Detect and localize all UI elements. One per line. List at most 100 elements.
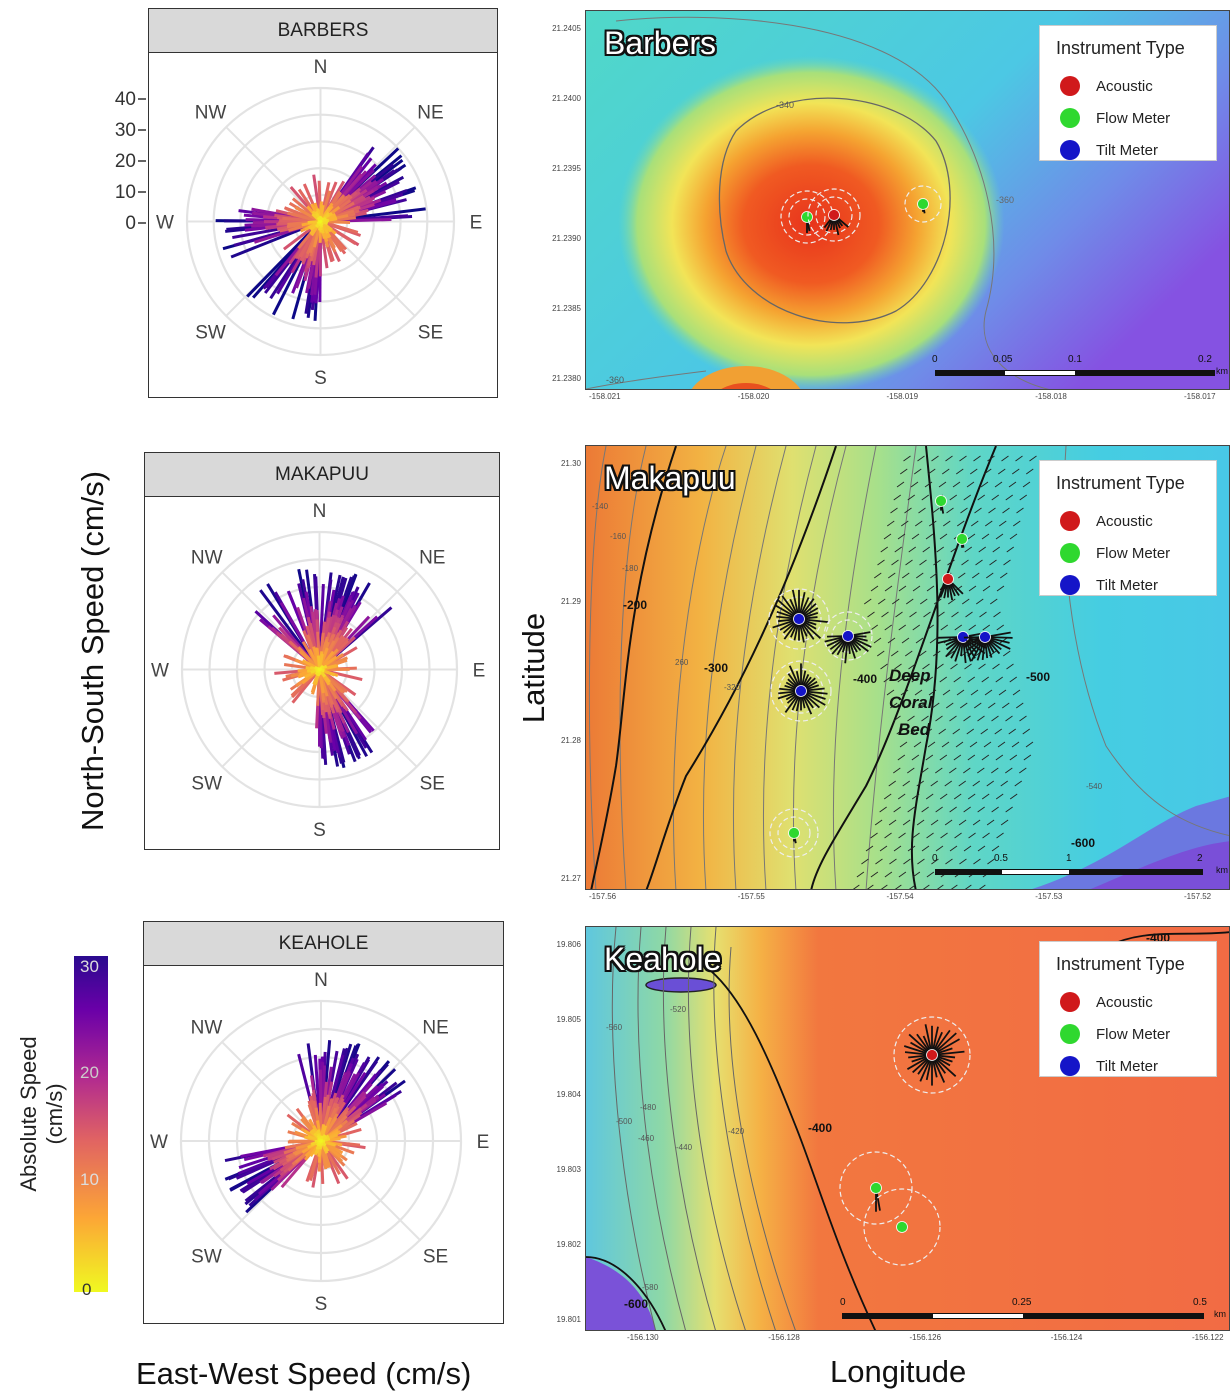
coral-bed-hatch: [925, 793, 934, 800]
scale-label: 0: [840, 1297, 846, 1308]
coral-bed-hatch: [917, 702, 926, 709]
rose-direction-label: NE: [419, 548, 445, 569]
colorbar-tick-0: 0: [82, 1280, 92, 1299]
coral-bed-hatch: [1009, 754, 1018, 761]
coral-bed-hatch: [998, 689, 1007, 696]
coral-bed-hatch: [922, 663, 930, 670]
coral-bed-hatch: [947, 559, 955, 566]
coral-bed-hatch: [957, 572, 966, 579]
legend-item-flow-meter: Flow Meter: [1060, 1024, 1170, 1044]
instrument-marker: [801, 211, 813, 223]
coral-bed-hatch: [946, 650, 955, 657]
coral-bed-hatch: [914, 689, 923, 696]
coral-bed-hatch: [925, 754, 934, 761]
coral-bed-hatch: [873, 637, 882, 644]
legend-title: Instrument Type: [1056, 954, 1185, 974]
coral-bed-hatch: [911, 754, 920, 761]
coral-bed-hatch: [861, 858, 869, 865]
coral-bed-hatch: [905, 559, 913, 566]
coral-bed-hatch: [994, 481, 1003, 488]
coral-bed-hatch: [903, 702, 912, 709]
coral-bed-hatch: [911, 676, 920, 683]
coral-bed-hatch: [1011, 741, 1020, 748]
coral-bed-hatch: [880, 663, 888, 670]
coral-bed-hatch: [1000, 819, 1009, 826]
coral-bed-hatch: [1009, 793, 1018, 800]
coral-bed-hatch: [1005, 806, 1013, 813]
coral-bed-hatch: [898, 585, 907, 592]
flow-meter-marker-icon: [1060, 108, 1080, 128]
legend-title: Instrument Type: [1056, 38, 1185, 58]
coral-bed-hatch: [952, 728, 961, 735]
coral-bed-hatch: [931, 858, 939, 865]
coral-bed-hatch: [970, 689, 979, 696]
coral-bed-hatch: [890, 507, 898, 514]
instrument-range-ring: [768, 588, 830, 650]
coral-bed-hatch: [898, 871, 907, 878]
rose-direction-label: SW: [191, 1247, 222, 1268]
coral-bed-hatch: [956, 520, 965, 527]
coral-bed-hatch: [967, 676, 976, 683]
coral-bed-hatch: [922, 546, 931, 553]
coral-bed-hatch: [902, 780, 911, 787]
coral-bed-hatch: [926, 871, 935, 878]
coral-bed-hatch: [900, 689, 909, 696]
contour-label: -300: [704, 661, 729, 675]
coral-bed-hatch: [927, 741, 936, 748]
tilt-meter-marker-icon: [1060, 575, 1080, 595]
coral-bed-hatch: [950, 663, 958, 670]
coral-bed-hatch: [928, 689, 937, 696]
coral-bed-hatch: [953, 793, 962, 800]
coral-bed-hatch: [977, 806, 985, 813]
coral-bed-hatch: [917, 858, 925, 865]
coral-bed-hatch: [977, 715, 985, 722]
coral-bed-hatch: [946, 507, 954, 514]
flow-meter-marker-icon: [1060, 1024, 1080, 1044]
coral-bed-hatch: [978, 663, 986, 670]
coral-bed-hatch: [897, 793, 906, 800]
coral-bed-hatch: [884, 624, 893, 631]
legend-item-tilt-meter: Tilt Meter: [1060, 1056, 1158, 1076]
coral-bed-hatch: [978, 884, 986, 889]
contour-label: -500: [1026, 670, 1051, 684]
instrument-marker: [935, 495, 947, 507]
coral-bed-hatch: [877, 598, 886, 605]
coral-bed-hatch: [924, 728, 933, 735]
instrument-range-ring: [893, 1016, 971, 1094]
coral-bed-hatch: [991, 494, 1000, 501]
coral-bed-hatch: [1029, 455, 1037, 462]
longitude-tick-label: -157.55: [737, 892, 765, 901]
coral-bed-hatch: [927, 468, 936, 475]
coral-bed-hatch: [880, 546, 889, 553]
map-makapuu: Makapuu -200 -300 -400 -500 -600 -140 -1…: [585, 445, 1230, 890]
coral-bed-hatch: [981, 793, 990, 800]
coral-bed-hatch: [884, 832, 892, 839]
coral-bed-hatch: [916, 819, 925, 826]
instrument-marker: [828, 209, 840, 221]
coral-bed-hatch: [938, 481, 947, 488]
coral-bed-hatch: [894, 663, 902, 670]
coral-bed-hatch: [950, 884, 958, 889]
map-title-makapuu: Makapuu: [604, 460, 736, 496]
coral-bed-hatch: [856, 871, 865, 878]
instrument-range-ring: [863, 1188, 941, 1266]
coral-bed-hatch: [939, 754, 948, 761]
coral-bed-hatch: [879, 806, 887, 813]
coral-bed-hatch: [936, 546, 945, 553]
coral-bed-hatch: [893, 494, 902, 501]
coral-bed-hatch: [939, 793, 948, 800]
rose-direction-label: NE: [417, 103, 443, 124]
coral-bed-hatch: [935, 806, 943, 813]
latitude-tick-label: 19.802: [556, 1240, 581, 1249]
coral-bed-hatch: [936, 884, 944, 889]
coral-bed-hatch: [1022, 728, 1031, 735]
coral-bed-hatch: [966, 481, 975, 488]
coral-bed-hatch: [893, 715, 901, 722]
coral-bed-hatch: [994, 728, 1003, 735]
rose-data: [224, 1040, 406, 1214]
coral-bed-hatch: [893, 767, 901, 774]
map-title-keahole: Keahole: [604, 941, 722, 977]
contour-label: -160: [610, 532, 627, 541]
legend-item-acoustic: Acoustic: [1060, 992, 1153, 1012]
legend-item-flow-meter: Flow Meter: [1060, 543, 1170, 563]
